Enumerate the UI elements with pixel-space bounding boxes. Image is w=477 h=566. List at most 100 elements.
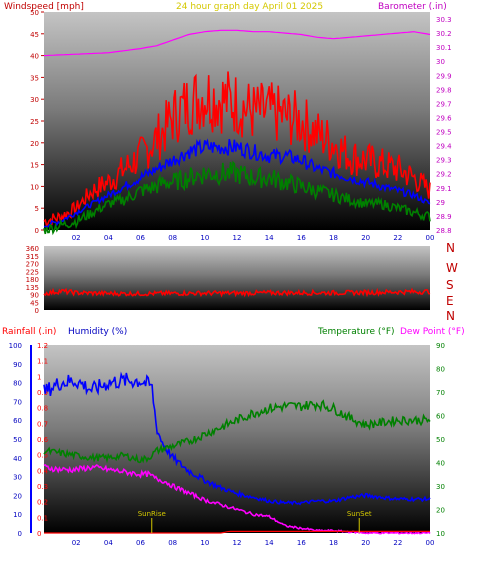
humidity-xtick-label: 04 [104,539,113,547]
rainfall-ytick-label: 1 [37,373,41,381]
barometer-ytick-label: 29.4 [436,143,452,151]
direction-ytick-label: 90 [30,292,39,300]
barometer-line [43,29,431,57]
temperature-ytick-label: 30 [436,483,445,491]
rainfall-ytick-label: 0.7 [37,420,48,428]
wind-ytick-label: 40 [30,53,39,61]
rainfall-ytick-label: 0.4 [37,467,49,475]
humidity-ytick-label: 10 [13,511,22,519]
barometer-ytick-label: 30.3 [436,16,452,24]
temperature-f-line [43,399,431,464]
humidity-ytick-label: 80 [13,380,22,388]
wind-ytick-label: 35 [30,74,39,82]
barometer-ytick-label: 29 [436,199,445,207]
wind-xtick-label: 22 [393,234,402,242]
direction-compass-label: S [446,278,454,292]
temperature-ytick-label: 50 [436,436,445,444]
wind-ytick-label: 5 [35,205,39,213]
humidity-xtick-label: 20 [361,539,370,547]
barometer-ytick-label: 28.8 [436,227,452,235]
humidity-xtick-label: 22 [393,539,402,547]
barometer-ytick-label: 29.8 [436,86,452,94]
humidity-xtick-label: 18 [329,539,338,547]
direction-ytick-label: 270 [26,261,39,269]
rainfall-ytick-label: 0.5 [37,452,48,460]
direction-compass-label: N [446,309,455,323]
humidity-xtick-label: 08 [168,539,177,547]
wind-direction-line [43,287,431,298]
direction-ytick-label: 360 [26,245,39,253]
wind-ytick-label: 50 [30,9,39,17]
humidity-ytick-label: 70 [13,398,22,406]
rainfall-ytick-label: 0.6 [37,436,49,444]
direction-compass-label: W [446,261,458,275]
rainfall-ytick-label: 1.2 [37,342,48,350]
wind-xtick-label: 12 [233,234,242,242]
rainfall-ytick-label: 0.3 [37,483,48,491]
rainfall-ytick-label: 0.2 [37,499,48,507]
wind-ytick-label: 30 [30,96,39,104]
humidity-ytick-label: 0 [18,530,22,538]
wind-xtick-label: 08 [168,234,177,242]
direction-panel-background [44,246,430,310]
wind-xtick-label: 20 [361,234,370,242]
barometer-ytick-label: 28.9 [436,213,452,221]
barometer-ytick-label: 30.1 [436,44,452,52]
humidity-line [43,371,431,506]
rainfall-ytick-label: 0.8 [37,405,48,413]
humidity-xtick-label: 02 [72,539,81,547]
temperature-ytick-label: 20 [436,507,445,515]
barometer-ytick-label: 29.1 [436,185,452,193]
humidity-xtick-label: 00 [426,539,435,547]
temperature-ytick-label: 80 [436,366,445,374]
humidity-ytick-label: 60 [13,417,22,425]
legend-humidity: Humidity (%) [68,327,127,337]
humidity-ytick-label: 100 [9,342,22,350]
rainfall-ytick-label: 0 [37,530,41,538]
wind-average-line [43,138,431,228]
wind-xtick-label: 06 [136,234,145,242]
wind-ytick-label: 10 [30,183,39,191]
wind-xtick-label: 18 [329,234,338,242]
sun-event-label: SunRise [138,510,166,518]
humidity-xtick-label: 14 [265,539,274,547]
rainfall-ytick-label: 0.9 [37,389,48,397]
wind-xtick-label: 00 [426,234,435,242]
wind-xtick-label: 04 [104,234,113,242]
legend-temperature: Temperature (°F) [317,327,395,337]
wind-ytick-label: 25 [30,118,39,126]
rainfall-ytick-label: 0.1 [37,514,48,522]
direction-ytick-label: 180 [26,276,39,284]
direction-compass-label: E [446,294,454,308]
humidity-xtick-label: 12 [233,539,242,547]
direction-compass-label: N [446,241,455,255]
wind-title: 24 hour graph day April 01 2025 [176,2,323,12]
wind-ylabel-right: Barometer (.in) [378,2,447,12]
rainfall-ytick-label: 1.1 [37,358,48,366]
humidity-xtick-label: 10 [200,539,209,547]
wind-ytick-label: 20 [30,140,39,148]
humidity-xtick-label: 06 [136,539,145,547]
wind-xtick-label: 14 [265,234,274,242]
direction-ytick-label: 0 [35,307,39,315]
wind-gust-line [43,71,431,228]
barometer-ytick-label: 29.3 [436,157,452,165]
wind-low-line [43,160,431,236]
humidity-ytick-label: 30 [13,474,22,482]
barometer-ytick-label: 29.2 [436,171,452,179]
temperature-ytick-label: 90 [436,342,445,350]
temperature-ytick-label: 70 [436,389,445,397]
humidity-ytick-label: 90 [13,361,22,369]
direction-ytick-label: 225 [26,268,39,276]
humidity-panel-background [44,345,430,533]
wind-xtick-label: 16 [297,234,306,242]
humidity-ytick-label: 20 [13,492,22,500]
direction-ytick-label: 135 [26,284,39,292]
barometer-ytick-label: 29.5 [436,129,452,137]
barometer-ytick-label: 29.6 [436,114,452,122]
barometer-ytick-label: 29.7 [436,100,452,108]
wind-xtick-label: 02 [72,234,81,242]
direction-ytick-label: 45 [30,299,39,307]
